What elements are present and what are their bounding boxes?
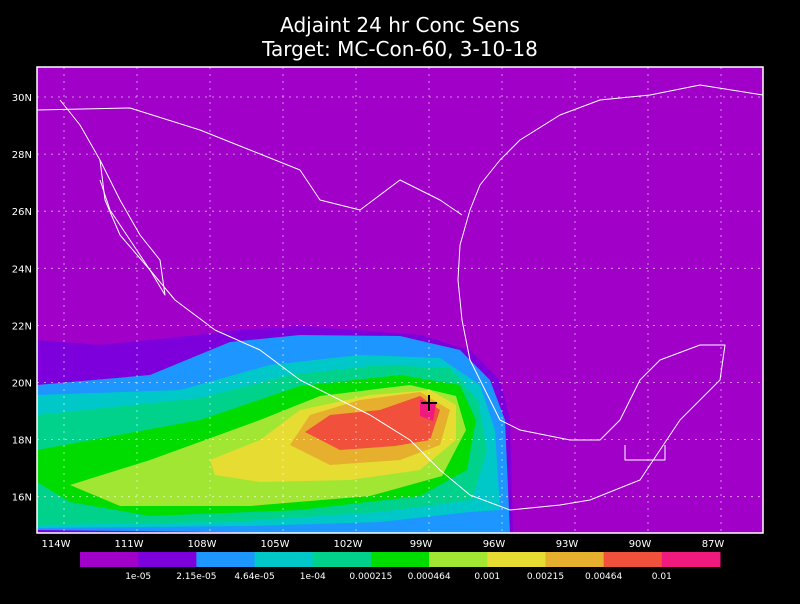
graticule [37,67,763,533]
colorbar-box [312,552,372,567]
contour-fill [305,396,440,450]
lon-label: 96W [483,539,506,550]
lon-label: 105W [261,539,290,550]
colorbar-box [370,552,430,567]
coastlines [36,84,764,511]
colorbar-label: 1e-04 [300,572,326,582]
lon-label: 102W [334,539,363,550]
colorbar-box [196,552,256,567]
lat-label: 20N [12,379,32,390]
sensitivity-field [37,67,763,533]
lon-label: 111W [115,539,144,550]
colorbar-label: 2.15e-05 [176,572,216,582]
lat-label: 18N [12,436,32,447]
lon-label: 93W [556,539,579,550]
colorbar-box [487,552,546,567]
lon-label: 99W [410,539,433,550]
colorbar-label: 0.000464 [408,572,451,582]
lat-label: 26N [12,207,32,218]
lon-label: 108W [188,539,217,550]
border [36,107,463,216]
colorbar-box [603,552,663,567]
coastline [99,159,166,296]
lat-label: 24N [12,264,32,275]
colorbar: 1e-05 2.15e-05 4.64e-05 1e-04 0.000215 0.0004… [80,552,721,582]
target-marker [421,395,437,411]
lat-label: 30N [12,93,32,104]
colorbar-box [80,552,139,567]
lat-label: 28N [12,150,32,161]
colorbar-box [661,552,721,567]
colorbar-label: 0.001 [474,572,500,582]
coastline [59,84,764,511]
colorbar-label: 0.000215 [349,572,392,582]
colorbar-box [429,552,488,567]
colorbar-box [545,552,605,567]
colorbar-label: 1e-05 [125,572,151,582]
title-line-1: Adjaint 24 hr Conc Sens [280,13,520,37]
colorbar-box [254,552,314,567]
colorbar-label: 0.00464 [585,572,622,582]
colorbar-label: 0.01 [652,572,672,582]
title-line-2: Target: MC-Con-60, 3-10-18 [261,37,538,61]
lon-label: 90W [629,539,652,550]
border [624,445,666,461]
colorbar-label: 0.00215 [527,572,564,582]
lat-label: 22N [12,321,32,332]
map-frame [36,66,764,534]
lon-label: 87W [702,539,725,550]
colorbar-label: 4.64e-05 [234,572,274,582]
lon-label: 114W [42,539,71,550]
colorbar-box [138,552,197,567]
lat-label: 16N [12,493,32,504]
